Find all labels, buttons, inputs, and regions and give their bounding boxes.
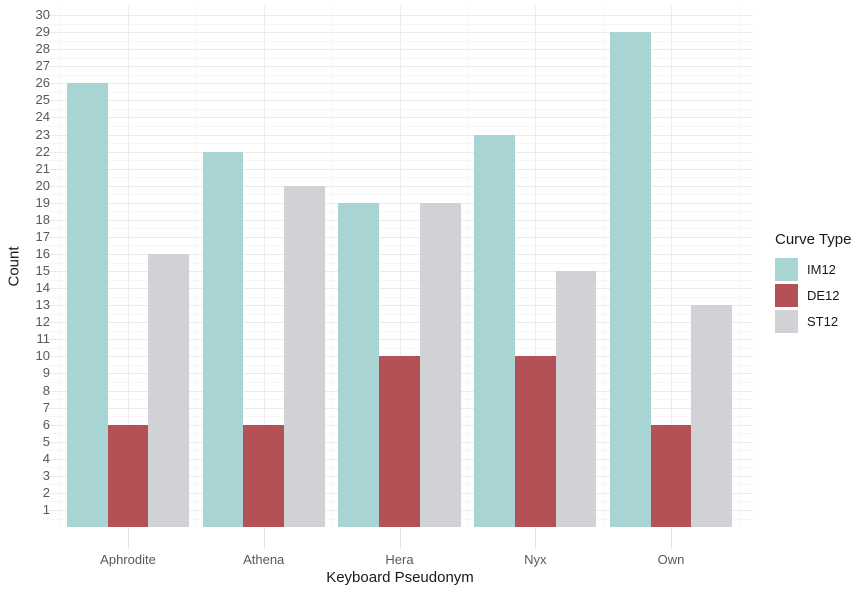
- y-tick-label: 25: [35, 92, 50, 108]
- legend-swatch-st12: [775, 310, 798, 333]
- x-tick-label-hera: Hera: [385, 552, 414, 567]
- y-tick-label: 7: [42, 399, 50, 415]
- legend-label-im12: IM12: [807, 262, 836, 277]
- gridline-v-major: [535, 6, 537, 527]
- bar-own-im12: [609, 32, 651, 527]
- x-tick-label-aphrodite: Aphrodite: [100, 552, 156, 567]
- gridline-v-minor: [60, 6, 62, 527]
- gridline-v-major: [263, 6, 265, 527]
- y-tick-label: 3: [42, 467, 50, 483]
- y-tick-label: 16: [35, 245, 50, 261]
- bar-nyx-st12: [555, 271, 597, 527]
- legend-swatch-de12: [775, 284, 798, 307]
- legend-label-de12: DE12: [807, 288, 840, 303]
- y-tick-label: 13: [35, 297, 50, 313]
- y-tick-label: 8: [42, 382, 50, 398]
- bar-athena-im12: [202, 151, 244, 527]
- bar-athena-st12: [284, 185, 325, 527]
- bar-aphrodite-im12: [66, 83, 108, 527]
- x-tick-mark: [263, 528, 265, 549]
- gridline-v-minor: [195, 6, 197, 527]
- y-tick-label: 19: [35, 194, 50, 210]
- y-tick-label: 23: [35, 126, 50, 142]
- y-tick-label: 6: [42, 416, 50, 432]
- y-tick-label: 22: [35, 143, 50, 159]
- legend-items: IM12 DE12 ST12: [775, 258, 851, 333]
- gridline-v-major: [399, 6, 401, 527]
- gridline-v-major: [671, 6, 672, 527]
- y-tick-label: 26: [35, 75, 50, 91]
- bar-aphrodite-de12: [107, 424, 149, 527]
- y-tick-label: 21: [35, 160, 50, 176]
- legend-item-im12: IM12: [775, 258, 851, 281]
- bar-own-de12: [650, 424, 692, 527]
- y-tick-label: 1: [42, 501, 50, 517]
- bar-hera-de12: [379, 356, 420, 527]
- legend-item-st12: ST12: [775, 310, 851, 333]
- y-tick-label: 27: [35, 58, 50, 74]
- legend-label-st12: ST12: [807, 314, 839, 329]
- bar-hera-im12: [338, 202, 380, 527]
- y-tick-label: 20: [35, 177, 50, 193]
- legend-item-de12: DE12: [775, 284, 851, 307]
- y-tick-label: 12: [35, 314, 50, 330]
- y-tick-label: 11: [36, 331, 51, 347]
- x-tick-mark: [671, 528, 672, 549]
- x-tick-mark: [535, 528, 537, 549]
- gridline-v-minor: [331, 6, 333, 527]
- legend-title: Curve Type: [775, 231, 852, 248]
- x-tick-mark: [128, 528, 129, 549]
- legend-swatch-im12: [775, 258, 798, 281]
- bar-nyx-im12: [474, 134, 515, 527]
- y-tick-label: 14: [35, 280, 50, 296]
- x-tick-label-nyx: Nyx: [524, 552, 547, 567]
- gridline-v-minor: [738, 6, 740, 527]
- bar-hera-st12: [419, 202, 461, 527]
- y-tick-label: 18: [35, 211, 50, 227]
- bar-athena-de12: [243, 424, 285, 527]
- bar-nyx-de12: [514, 356, 556, 527]
- gridline-v-major: [128, 6, 129, 527]
- y-tick-label: 17: [35, 228, 50, 244]
- bar-own-st12: [691, 305, 733, 527]
- x-tick-label-own: Own: [657, 552, 685, 567]
- y-tick-label: 9: [42, 365, 50, 381]
- gridline-v-minor: [467, 6, 469, 527]
- y-tick-label: 15: [35, 263, 50, 278]
- y-tick-label: 5: [42, 433, 50, 449]
- x-axis-title: Keyboard Pseudonym: [326, 569, 474, 586]
- x-tick-label-athena: Athena: [243, 552, 285, 567]
- y-tick-label: 29: [35, 24, 50, 40]
- y-tick-label: 24: [35, 109, 50, 125]
- y-axis-title: Count: [5, 246, 23, 287]
- y-tick-label: 30: [35, 7, 50, 22]
- y-tick-label: 2: [42, 484, 50, 500]
- y-tick-label: 28: [35, 41, 50, 57]
- gridline-v-minor: [603, 6, 605, 527]
- legend: Curve Type IM12 DE12 ST12: [775, 231, 851, 336]
- y-tick-label: 4: [42, 450, 50, 466]
- bar-aphrodite-st12: [148, 253, 189, 527]
- x-tick-mark: [399, 528, 401, 549]
- y-tick-label: 10: [35, 348, 50, 364]
